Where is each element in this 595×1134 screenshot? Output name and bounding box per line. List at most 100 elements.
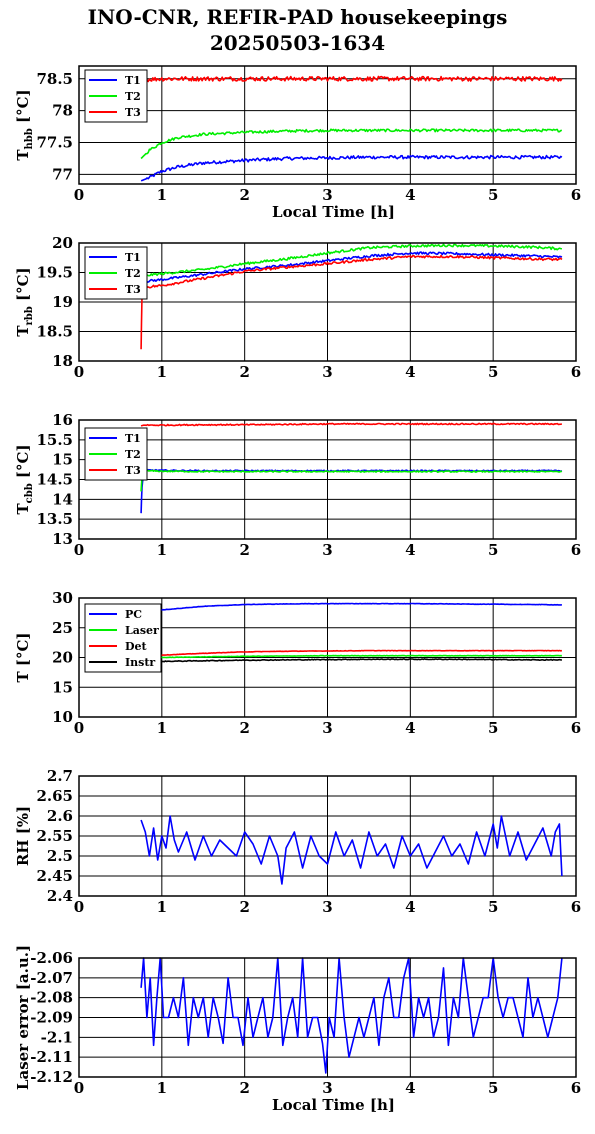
x-axis-label: Local Time [h] <box>272 1096 395 1114</box>
series-line-t3 <box>141 75 563 83</box>
chart-panel-1: 0 1 2 3 4 5 6 77 77.5 78 78.5 Local Time [h] Thbb [°… <box>14 65 581 221</box>
series-line-laser <box>141 654 562 659</box>
x-tick-label: 3 <box>322 541 332 559</box>
y-tick-label: -2.09 <box>30 1009 73 1027</box>
y-tick-label: 18 <box>52 352 73 370</box>
x-tick-label: 6 <box>571 719 581 737</box>
chart-panel-2: 0 1 2 3 4 5 6 18 18.5 19 19.5 20 Trbb [°C] T1 T2 T3 <box>14 234 581 381</box>
legend: T1 T2 T3 <box>84 246 148 300</box>
plot-frame <box>78 957 577 1078</box>
x-tick-label: 3 <box>322 1079 332 1097</box>
x-tick-label: 5 <box>488 1079 498 1097</box>
x-tick-label: 6 <box>571 363 581 381</box>
legend-label: T2 <box>125 448 141 461</box>
y-tick-label: -2.07 <box>30 969 73 987</box>
legend-label: Laser <box>125 624 159 637</box>
x-tick-label: 0 <box>74 1079 84 1097</box>
y-tick-label: 19.5 <box>36 264 73 282</box>
y-axis-label: Tcbb [°C] <box>14 444 35 514</box>
series-line-t3 <box>140 254 563 350</box>
x-tick-label: 0 <box>74 186 84 204</box>
x-tick-label: 2 <box>239 898 249 916</box>
legend-label: T3 <box>125 106 141 119</box>
chart-panel-4: 0 1 2 3 4 5 6 10 15 20 25 30 T [°C] PC Laser Det Instr <box>14 589 581 737</box>
x-tick-label: 6 <box>571 898 581 916</box>
x-tick-label: 4 <box>405 1079 415 1097</box>
x-tick-label: 1 <box>157 1079 167 1097</box>
y-tick-label: 2.55 <box>36 827 73 845</box>
x-tick-label: 3 <box>322 719 332 737</box>
x-tick-label: 0 <box>74 363 84 381</box>
x-tick-label: 2 <box>239 719 249 737</box>
y-tick-label: 2.45 <box>36 867 73 885</box>
x-tick-label: 4 <box>405 719 415 737</box>
series-line-t2 <box>140 243 563 279</box>
y-tick-label: 30 <box>52 589 73 607</box>
legend: T1 T2 T3 <box>84 427 148 481</box>
y-tick-label: -2.12 <box>30 1068 73 1086</box>
x-tick-label: 4 <box>405 363 415 381</box>
y-tick-label: 78.5 <box>36 70 73 88</box>
y-tick-label: 18.5 <box>36 323 73 341</box>
y-tick-label: 25 <box>52 619 73 637</box>
x-tick-label: 1 <box>157 363 167 381</box>
x-tick-label: 2 <box>239 186 249 204</box>
x-axis-label: Local Time [h] <box>272 203 395 221</box>
x-tick-label: 0 <box>74 898 84 916</box>
x-tick-label: 0 <box>74 541 84 559</box>
plot-frame <box>78 597 577 718</box>
y-tick-label: 14 <box>52 490 73 508</box>
series-line-pc <box>140 602 562 614</box>
series-line-t1 <box>140 251 563 286</box>
series-line-t2 <box>140 469 563 492</box>
series-line-t1 <box>140 468 563 514</box>
x-tick-label: 4 <box>405 541 415 559</box>
series-line-rh <box>140 815 563 885</box>
y-tick-label: 20 <box>52 649 73 667</box>
plot-frame <box>78 65 577 185</box>
x-tick-label: 6 <box>571 186 581 204</box>
legend-label: PC <box>125 608 142 621</box>
x-tick-label: 5 <box>488 363 498 381</box>
plot-frame <box>78 775 577 897</box>
legend-label: T1 <box>125 74 141 87</box>
y-tick-label: 10 <box>52 708 73 726</box>
figure-title: INO-CNR, REFIR-PAD housekeepings 2025050… <box>0 4 595 56</box>
x-tick-label: 1 <box>157 541 167 559</box>
y-axis-label: T [°C] <box>14 632 32 682</box>
y-tick-label: 13 <box>52 530 73 548</box>
y-tick-label: 15 <box>52 451 73 469</box>
y-tick-label: -2.1 <box>41 1028 73 1046</box>
title-line-2: 20250503-1634 <box>209 31 386 55</box>
x-tick-label: 1 <box>157 719 167 737</box>
legend-label: T3 <box>125 283 141 296</box>
plot-frame <box>78 242 577 362</box>
y-tick-label: -2.06 <box>30 949 73 967</box>
x-tick-label: 6 <box>571 1079 581 1097</box>
y-tick-label: 19 <box>52 293 73 311</box>
series-line-instr <box>141 658 562 663</box>
y-tick-label: 78 <box>52 102 73 120</box>
legend-label: T2 <box>125 267 141 280</box>
y-tick-label: 13.5 <box>36 510 73 528</box>
series-line-laser <box>140 957 563 1074</box>
series-line-t1 <box>140 154 563 182</box>
y-axis-label: Thbb [°C] <box>14 89 35 160</box>
x-tick-label: 1 <box>157 898 167 916</box>
plot-frame <box>78 419 577 540</box>
x-tick-label: 2 <box>239 541 249 559</box>
legend: T1 T2 T3 <box>84 69 148 123</box>
x-tick-label: 0 <box>74 719 84 737</box>
y-tick-label: -2.08 <box>30 989 73 1007</box>
legend-label: T3 <box>125 464 141 477</box>
x-tick-label: 4 <box>405 186 415 204</box>
y-axis-label: Trbb [°C] <box>14 267 35 336</box>
y-tick-label: 2.4 <box>47 887 73 905</box>
legend-label: T1 <box>125 432 141 445</box>
x-tick-label: 6 <box>571 541 581 559</box>
y-tick-label: 77 <box>52 165 73 183</box>
y-tick-label: 14.5 <box>36 471 73 489</box>
legend-box <box>84 603 162 673</box>
